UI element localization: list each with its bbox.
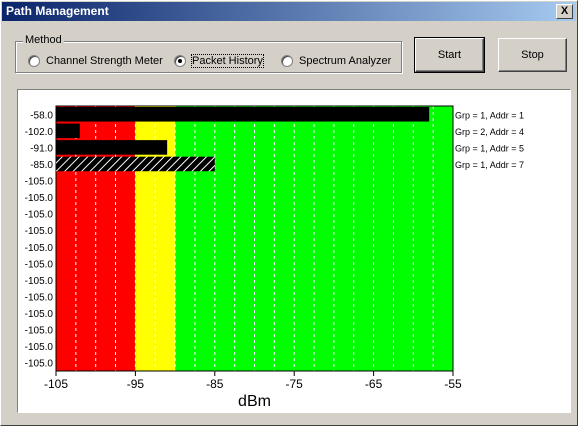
x-tick-label: -55 (444, 377, 462, 391)
row-tick-label: -105.0 (25, 276, 54, 287)
close-button[interactable]: X (556, 4, 573, 19)
signal-bar (56, 107, 430, 122)
radio-circle[interactable] (281, 55, 293, 67)
x-tick-label: -105 (44, 377, 68, 391)
row-tick-label: -105.0 (25, 210, 54, 221)
row-tick-label: -85.0 (30, 160, 53, 171)
row-tick-label: -102.0 (25, 127, 54, 138)
radio-circle-selected[interactable] (174, 55, 186, 67)
signal-bar (56, 156, 215, 172)
row-tick-label: -105.0 (25, 359, 54, 370)
method-groupbox (15, 41, 402, 73)
row-tick-label: -105.0 (25, 309, 54, 320)
bar-label: Grp = 1, Addr = 1 (455, 110, 524, 120)
stop-button[interactable]: Stop (498, 38, 567, 72)
row-tick-label: -105.0 (25, 342, 54, 353)
start-button[interactable]: Start (414, 37, 485, 73)
title-bar[interactable]: Path Management X (2, 2, 576, 21)
signal-bar (56, 123, 80, 139)
row-tick-label: -105.0 (25, 326, 54, 337)
row-tick-label: -105.0 (25, 226, 54, 237)
row-tick-label: -105.0 (25, 193, 54, 204)
radio-label: Channel Strength Meter (46, 55, 163, 67)
x-tick-label: -85 (206, 377, 224, 391)
row-tick-label: -105.0 (25, 292, 54, 303)
x-tick-label: -65 (365, 377, 383, 391)
plot-border (55, 105, 454, 372)
packet-history-chart: -58.0 -102.0 -91.0 -85.0 -105.0 -105.0 -105.0 -… (25, 105, 524, 410)
radio-spectrum-analyzer[interactable]: Spectrum Analyzer (281, 54, 391, 68)
x-tick-label: -95 (127, 377, 145, 391)
row-tick-label: -105.0 (25, 243, 54, 254)
method-legend: Method (23, 34, 64, 46)
bar-label: Grp = 1, Addr = 5 (455, 143, 524, 153)
row-tick-label: -91.0 (30, 143, 53, 154)
bar-label: Grp = 1, Addr = 7 (455, 160, 524, 170)
bar-label: Grp = 2, Addr = 4 (455, 127, 524, 137)
radio-packet-history[interactable]: Packet History (174, 54, 264, 68)
x-axis-label: dBm (238, 393, 271, 410)
row-tick-label: -105.0 (25, 259, 54, 270)
row-tick-label: -58.0 (30, 110, 53, 121)
radio-label: Packet History (191, 54, 264, 68)
chart-panel: -58.0 -102.0 -91.0 -85.0 -105.0 -105.0 -105.0 -… (17, 89, 571, 413)
signal-bar (56, 140, 168, 155)
row-tick-label: -105.0 (25, 177, 54, 188)
window-title: Path Management (6, 4, 109, 18)
radio-label: Spectrum Analyzer (299, 55, 392, 67)
radio-channel-strength-meter[interactable]: Channel Strength Meter (28, 54, 163, 68)
x-tick-label: -75 (286, 377, 304, 391)
radio-circle[interactable] (28, 55, 40, 67)
